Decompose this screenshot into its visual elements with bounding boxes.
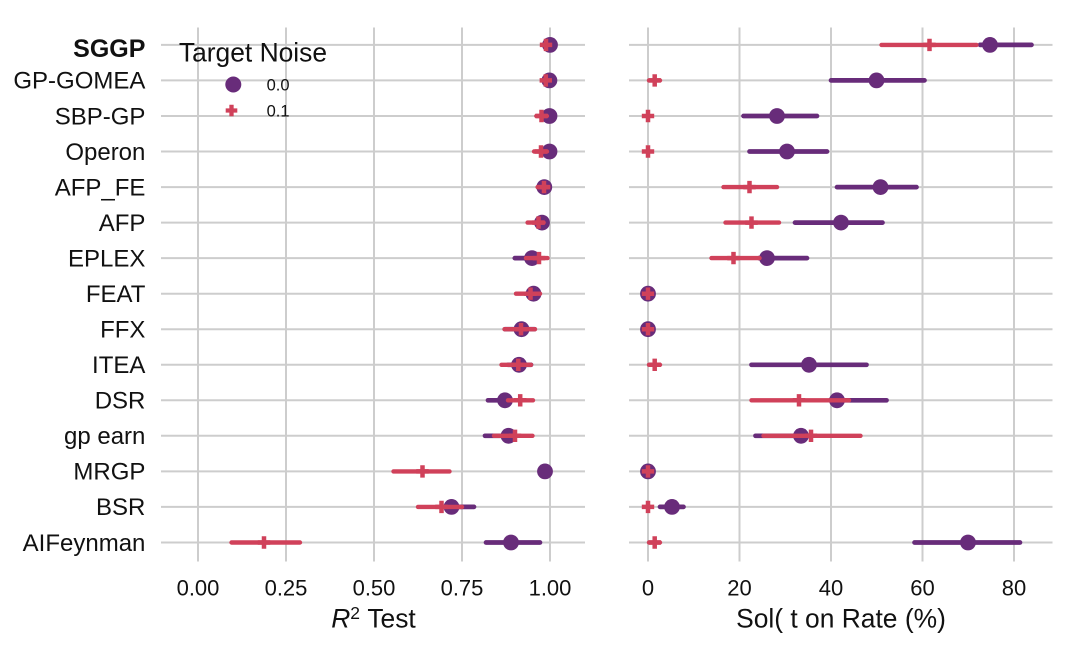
svg-text:Target Noise: Target Noise [179,38,327,68]
svg-text:FEAT: FEAT [86,281,146,308]
svg-text:0.25: 0.25 [265,576,308,601]
svg-text:GP-GOMEA: GP-GOMEA [13,68,145,95]
svg-text:60: 60 [910,576,934,601]
svg-text:ITEA: ITEA [92,352,145,379]
svg-text:0.0: 0.0 [267,76,290,94]
svg-text:BSR: BSR [96,494,145,521]
svg-text:SGGP: SGGP [73,35,145,63]
svg-text:1.00: 1.00 [529,576,572,601]
svg-text:0.50: 0.50 [353,576,396,601]
svg-text:FFX: FFX [100,317,145,344]
svg-text:Sol( t on Rate (%): Sol( t on Rate (%) [736,604,946,634]
svg-text:0.1: 0.1 [267,102,290,120]
svg-text:EPLEX: EPLEX [68,245,145,272]
svg-text:80: 80 [1002,576,1026,601]
svg-text:gp earn: gp earn [64,423,145,450]
svg-text:AIFeynman: AIFeynman [23,530,146,557]
svg-text:AFP_FE: AFP_FE [55,174,146,201]
svg-text:0: 0 [642,576,654,601]
svg-text:0.75: 0.75 [441,576,484,601]
svg-text:DSR: DSR [95,388,146,415]
svg-text:40: 40 [819,576,843,601]
svg-text:MRGP: MRGP [73,459,145,486]
svg-text:AFP: AFP [99,210,146,237]
svg-text:SBP-GP: SBP-GP [55,103,146,130]
svg-text:R2 Test: R2 Test [331,603,416,634]
svg-text:20: 20 [727,576,751,601]
svg-text:Operon: Operon [65,139,145,166]
svg-text:0.00: 0.00 [177,576,220,601]
